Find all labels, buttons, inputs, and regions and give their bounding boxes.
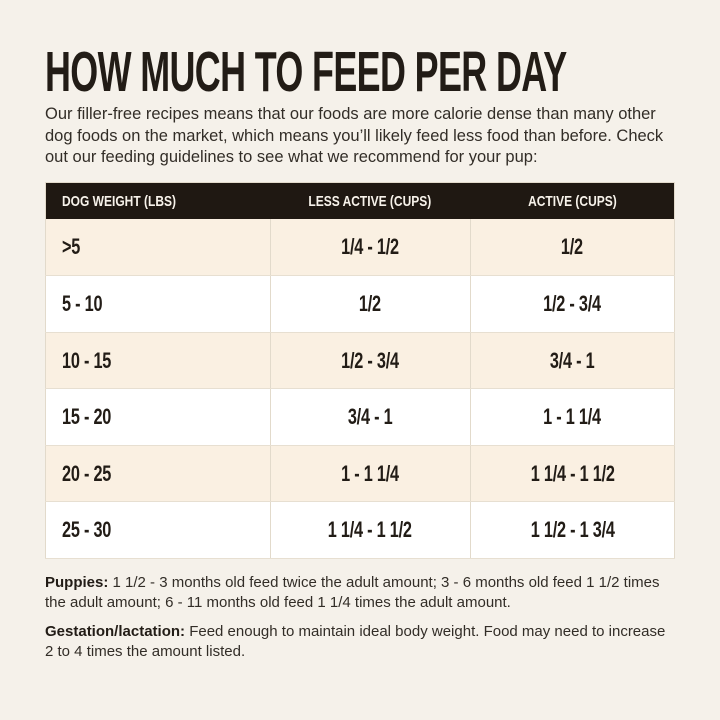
table-row: 5 - 10 1/2 1/2 - 3/4 [45, 275, 675, 333]
cell-less-active: 1/4 - 1/2 [270, 219, 471, 277]
cell-less-active: 1 - 1 1/4 [270, 445, 471, 503]
cell-weight: 15 - 20 [45, 388, 271, 446]
gestation-note-label: Gestation/lactation: [45, 622, 186, 640]
cell-active: 1 1/4 - 1 1/2 [470, 445, 675, 503]
feeding-guidelines-table: DOG WEIGHT (LBS) LESS ACTIVE (CUPS) ACTI… [45, 181, 675, 559]
cell-weight: 25 - 30 [45, 501, 271, 559]
cell-less-active: 1/2 - 3/4 [270, 332, 471, 390]
cell-active: 1 1/2 - 1 3/4 [470, 501, 675, 559]
page-title: HOW MUCH TO FEED PER DAY [45, 44, 675, 101]
cell-weight: >5 [45, 219, 271, 277]
gestation-note: Gestation/lactation: Feed enough to main… [45, 622, 675, 662]
cell-weight: 5 - 10 [45, 275, 271, 333]
cell-weight: 10 - 15 [45, 332, 271, 390]
cell-less-active: 3/4 - 1 [270, 388, 471, 446]
table-header-row: DOG WEIGHT (LBS) LESS ACTIVE (CUPS) ACTI… [45, 182, 675, 220]
table-row: 25 - 30 1 1/4 - 1 1/2 1 1/2 - 1 3/4 [45, 501, 675, 559]
cell-weight: 20 - 25 [45, 445, 271, 503]
cell-active: 1/2 - 3/4 [470, 275, 675, 333]
footnotes: Puppies: 1 1/2 - 3 months old feed twice… [45, 573, 675, 662]
table-body: >5 1/4 - 1/2 1/2 5 - 10 1/2 1/2 - 3/4 10… [45, 219, 675, 559]
intro-paragraph: Our filler-free recipes means that our f… [45, 105, 664, 167]
table-row: >5 1/4 - 1/2 1/2 [45, 219, 675, 277]
puppies-note: Puppies: 1 1/2 - 3 months old feed twice… [45, 573, 675, 613]
puppies-note-label: Puppies: [45, 573, 109, 591]
column-header-dog-weight: DOG WEIGHT (LBS) [45, 182, 271, 220]
table-row: 20 - 25 1 - 1 1/4 1 1/4 - 1 1/2 [45, 445, 675, 503]
cell-active: 3/4 - 1 [470, 332, 675, 390]
column-header-less-active: LESS ACTIVE (CUPS) [270, 182, 471, 220]
table-header: DOG WEIGHT (LBS) LESS ACTIVE (CUPS) ACTI… [45, 182, 675, 220]
table-row: 10 - 15 1/2 - 3/4 3/4 - 1 [45, 332, 675, 390]
column-header-active: ACTIVE (CUPS) [470, 182, 675, 220]
gestation-note-text: Feed enough to maintain ideal body weigh… [45, 622, 666, 660]
cell-active: 1/2 [470, 219, 675, 277]
cell-less-active: 1/2 [270, 275, 471, 333]
puppies-note-text: 1 1/2 - 3 months old feed twice the adul… [45, 573, 660, 611]
table-row: 15 - 20 3/4 - 1 1 - 1 1/4 [45, 388, 675, 446]
page-title-text: HOW MUCH TO FEED PER DAY [45, 40, 567, 104]
cell-active: 1 - 1 1/4 [470, 388, 675, 446]
cell-less-active: 1 1/4 - 1 1/2 [270, 501, 471, 559]
